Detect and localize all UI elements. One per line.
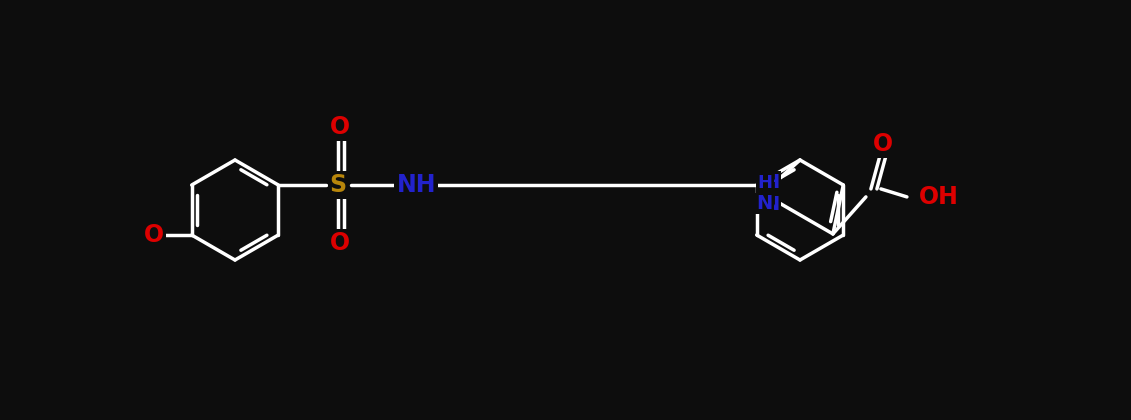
Text: NH: NH <box>397 173 437 197</box>
Text: O: O <box>144 223 164 247</box>
Text: N: N <box>757 194 772 213</box>
Text: S: S <box>330 173 347 197</box>
Text: H: H <box>758 174 772 192</box>
Text: O: O <box>330 115 351 139</box>
Text: H
N: H N <box>762 173 779 214</box>
Text: OH: OH <box>918 185 959 209</box>
Text: O: O <box>330 231 351 255</box>
Text: O: O <box>873 132 893 156</box>
